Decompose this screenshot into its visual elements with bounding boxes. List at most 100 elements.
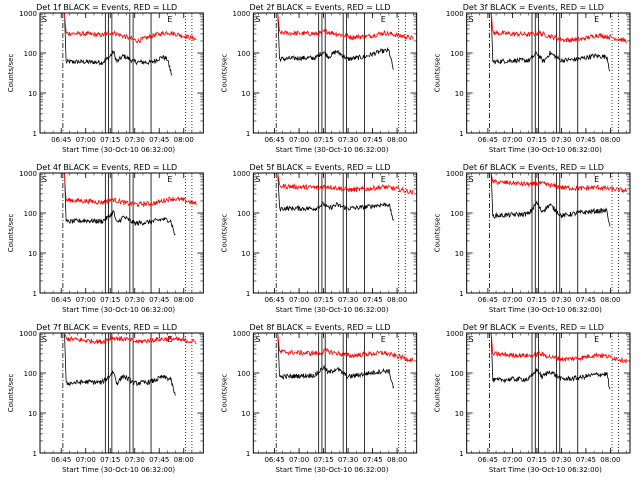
x-tick-label: 07:45 xyxy=(576,296,596,304)
y-tick-label: 1 xyxy=(246,450,250,458)
x-tick-label: 07:30 xyxy=(125,296,145,304)
series-lld xyxy=(64,13,197,44)
y-tick-label: 1000 xyxy=(446,170,464,178)
x-axis-label: Start Time (30-Oct-10 06:32:00) xyxy=(489,466,602,474)
x-tick-label: 06:45 xyxy=(264,456,284,464)
plot-frame xyxy=(466,172,631,294)
series-events xyxy=(490,13,611,72)
x-tick-label: 08:00 xyxy=(387,296,407,304)
y-axis-label: Counts/sec xyxy=(7,214,15,253)
x-tick-label: 08:00 xyxy=(387,456,407,464)
x-tick-label: 08:00 xyxy=(600,296,620,304)
y-tick-label: 100 xyxy=(237,370,250,378)
x-tick-label: 07:45 xyxy=(362,136,382,144)
marker-e: E xyxy=(167,15,172,24)
y-tick-label: 100 xyxy=(237,210,250,218)
y-tick-label: 100 xyxy=(24,210,37,218)
y-tick-label: 1 xyxy=(459,290,463,298)
plot-frame xyxy=(39,172,204,294)
x-tick-label: 06:45 xyxy=(478,456,498,464)
series-lld xyxy=(277,173,414,195)
y-axis-label: Counts/sec xyxy=(220,54,228,93)
x-tick-label: 07:30 xyxy=(338,456,358,464)
x-tick-label: 08:00 xyxy=(387,136,407,144)
y-axis-label: Counts/sec xyxy=(434,214,442,253)
plot-frame xyxy=(466,332,631,454)
plot-frame xyxy=(252,332,418,454)
x-tick-label: 07:30 xyxy=(551,456,571,464)
marker-e: E xyxy=(381,335,386,344)
y-tick-label: 100 xyxy=(450,370,463,378)
x-tick-label: 06:45 xyxy=(478,296,498,304)
series-events xyxy=(490,173,611,227)
x-tick-label: 06:45 xyxy=(478,136,498,144)
y-tick-label: 1000 xyxy=(233,330,251,338)
marker-e: E xyxy=(167,335,172,344)
panel-title: Det 8f BLACK = Events, RED = LLD xyxy=(249,323,390,332)
y-tick-label: 10 xyxy=(28,410,37,418)
marker-s: S xyxy=(42,335,47,344)
y-axis-label: Counts/sec xyxy=(220,214,228,253)
x-tick-label: 08:00 xyxy=(600,136,620,144)
y-tick-label: 100 xyxy=(237,50,250,58)
marker-s: S xyxy=(255,15,260,24)
x-tick-label: 07:00 xyxy=(76,456,96,464)
x-axis-label: Start Time (30-Oct-10 06:32:00) xyxy=(62,146,175,154)
y-tick-label: 10 xyxy=(241,90,250,98)
marker-s: S xyxy=(255,175,260,184)
x-tick-label: 07:45 xyxy=(149,456,169,464)
x-tick-label: 08:00 xyxy=(600,456,620,464)
x-tick-label: 07:00 xyxy=(502,296,522,304)
panel-title: Det 7f BLACK = Events, RED = LLD xyxy=(36,323,177,332)
x-tick-label: 07:15 xyxy=(313,136,333,144)
x-tick-label: 07:45 xyxy=(576,136,596,144)
panel-title: Det 6f BLACK = Events, RED = LLD xyxy=(463,163,604,172)
x-tick-label: 07:30 xyxy=(338,136,358,144)
detector-panel-9: Det 9f BLACK = Events, RED = LLD 1 10 100 10… xyxy=(434,323,631,474)
x-tick-label: 07:00 xyxy=(502,136,522,144)
y-axis-label: Counts/sec xyxy=(434,374,442,413)
x-tick-label: 06:45 xyxy=(51,136,71,144)
panel-title: Det 1f BLACK = Events, RED = LLD xyxy=(36,3,177,12)
y-tick-label: 1 xyxy=(459,450,463,458)
x-tick-label: 07:45 xyxy=(149,136,169,144)
y-tick-label: 10 xyxy=(241,250,250,258)
marker-e: E xyxy=(594,335,599,344)
y-tick-label: 1000 xyxy=(233,10,251,18)
y-tick-label: 100 xyxy=(24,50,37,58)
x-tick-label: 07:00 xyxy=(76,296,96,304)
detector-panel-1: Det 1f BLACK = Events, RED = LLD 1 10 100 10… xyxy=(7,3,204,154)
x-tick-label: 07:15 xyxy=(100,296,120,304)
x-tick-label: 07:45 xyxy=(362,296,382,304)
y-tick-label: 1 xyxy=(33,290,37,298)
x-axis-label: Start Time (30-Oct-10 06:32:00) xyxy=(62,466,175,474)
x-tick-label: 07:15 xyxy=(313,296,333,304)
x-tick-label: 07:45 xyxy=(576,456,596,464)
detector-panel-6: Det 6f BLACK = Events, RED = LLD 1 10 100 10… xyxy=(434,163,631,314)
marker-s: S xyxy=(469,335,474,344)
series-events xyxy=(277,13,394,70)
series-events xyxy=(64,173,176,236)
x-tick-label: 06:45 xyxy=(51,296,71,304)
x-tick-label: 07:30 xyxy=(551,136,571,144)
series-events xyxy=(490,333,611,390)
x-tick-label: 07:00 xyxy=(289,296,309,304)
plot-frame xyxy=(39,332,204,454)
x-tick-label: 07:15 xyxy=(100,456,120,464)
detector-panel-3: Det 3f BLACK = Events, RED = LLD 1 10 100 10… xyxy=(434,3,631,154)
panel-title: Det 4f BLACK = Events, RED = LLD xyxy=(36,163,177,172)
series-lld xyxy=(490,173,627,194)
plot-frame xyxy=(39,12,204,134)
y-tick-label: 10 xyxy=(455,90,464,98)
y-tick-label: 1000 xyxy=(446,330,464,338)
x-tick-label: 07:15 xyxy=(527,296,547,304)
series-events xyxy=(277,333,395,389)
marker-s: S xyxy=(469,15,474,24)
x-axis-label: Start Time (30-Oct-10 06:32:00) xyxy=(62,306,175,314)
plot-frame xyxy=(252,12,418,134)
x-axis-label: Start Time (30-Oct-10 06:32:00) xyxy=(489,146,602,154)
detector-panel-5: Det 5f BLACK = Events, RED = LLD 1 10 100 10… xyxy=(220,163,418,314)
y-tick-label: 1 xyxy=(246,290,250,298)
x-tick-label: 07:45 xyxy=(149,296,169,304)
